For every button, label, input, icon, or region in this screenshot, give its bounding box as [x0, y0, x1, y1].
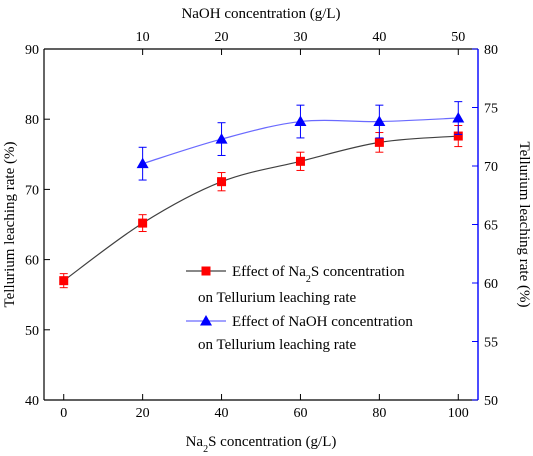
na2s-point [59, 276, 69, 286]
naoh-point [373, 115, 386, 127]
naoh-point [136, 157, 149, 169]
na2s-point [453, 131, 463, 141]
legend-na2s-marker [201, 266, 211, 276]
bottom-tick-label: 40 [215, 406, 229, 421]
right-tick-label: 50 [484, 394, 498, 409]
naoh-point [452, 112, 465, 123]
bottom-axis-title: Na2S concentration (g/L) [186, 434, 337, 455]
na2s-point [374, 137, 384, 147]
left-axis-title: Tellurium leaching rate (%) [2, 142, 18, 308]
legend-naoh-label: Effect of NaOH concentration [232, 314, 413, 330]
right-tick-label: 75 [484, 102, 498, 117]
naoh-point [294, 115, 307, 127]
na2s-point [295, 156, 305, 166]
top-tick-label: 20 [215, 30, 229, 45]
left-tick-label: 50 [25, 324, 39, 339]
right-tick-label: 60 [484, 277, 498, 292]
bottom-tick-label: 100 [448, 406, 469, 421]
right-axis-title: Tellurium leaching rate (%) [516, 142, 532, 308]
legend-naoh-marker [200, 315, 212, 326]
top-axis-title: NaOH concentration (g/L) [181, 6, 340, 22]
left-tick-label: 60 [25, 254, 39, 269]
bottom-tick-label: 20 [136, 406, 150, 421]
legend-naoh-label-line2: on Tellurium leaching rate [198, 337, 357, 353]
right-tick-label: 70 [484, 160, 498, 175]
right-tick-label: 55 [484, 336, 498, 351]
bottom-tick-label: 60 [293, 406, 307, 421]
legend-na2s-label: Effect of Na2S concentration [232, 264, 405, 285]
bottom-tick-label: 80 [372, 406, 386, 421]
bottom-tick-label: 0 [60, 406, 67, 421]
top-tick-label: 40 [372, 30, 386, 45]
right-tick-label: 80 [484, 43, 498, 58]
left-tick-label: 70 [25, 183, 39, 198]
na2s-series-line [63, 135, 459, 282]
na2s-point [217, 177, 227, 187]
right-tick-label: 65 [484, 219, 498, 234]
na2s-point [138, 218, 148, 228]
legend-na2s-label-line2: on Tellurium leaching rate [198, 290, 357, 306]
left-tick-label: 40 [25, 394, 39, 409]
left-tick-label: 90 [25, 43, 39, 58]
naoh-point [215, 133, 228, 144]
top-tick-label: 30 [293, 30, 307, 45]
left-tick-label: 80 [25, 113, 39, 128]
top-tick-label: 50 [451, 30, 465, 45]
top-tick-label: 10 [136, 30, 150, 45]
